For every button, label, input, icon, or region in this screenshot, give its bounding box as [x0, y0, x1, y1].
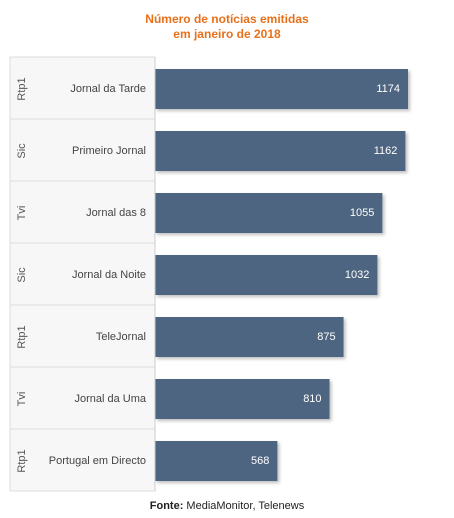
- data-label: 1162: [374, 145, 398, 157]
- data-label: 1055: [350, 207, 374, 219]
- data-label: 810: [303, 393, 321, 405]
- bar: [155, 441, 278, 481]
- bar: [155, 131, 406, 171]
- data-label: 1174: [376, 83, 400, 95]
- program-label: Jornal das 8: [86, 207, 146, 219]
- source-label: Fonte:: [149, 500, 184, 512]
- program-label: Primeiro Jornal: [72, 145, 146, 157]
- program-label: Jornal da Noite: [72, 269, 146, 281]
- data-label: 1032: [345, 269, 369, 281]
- bar: [155, 317, 344, 357]
- channel-label: Rtp1: [16, 325, 28, 348]
- data-label: 568: [251, 455, 269, 467]
- bar: [155, 379, 330, 419]
- channel-label: Rtp1: [16, 77, 28, 100]
- bar: [155, 255, 378, 295]
- program-label: TeleJornal: [96, 331, 146, 343]
- bar: [155, 69, 408, 109]
- data-label: 875: [317, 331, 335, 343]
- channel-label: Sic: [16, 267, 28, 283]
- channel-label: Rtp1: [16, 449, 28, 472]
- channel-label: Tvi: [16, 392, 28, 407]
- category-label-panel: [9, 56, 156, 492]
- chart-title-line-2: em janeiro de 2018: [173, 27, 281, 41]
- program-label: Jornal da Tarde: [70, 83, 146, 95]
- channel-label: Tvi: [16, 206, 28, 221]
- chart-title-line-1: Número de notícias emitidas: [145, 12, 309, 26]
- program-label: Jornal da Uma: [74, 393, 146, 405]
- channel-label: Sic: [16, 143, 28, 159]
- chart-title: Número de notícias emitidas em janeiro d…: [0, 12, 454, 42]
- source-note: Fonte: MediaMonitor, Telenews: [0, 500, 454, 512]
- program-label: Portugal em Directo: [49, 455, 146, 467]
- bar: [155, 193, 383, 233]
- source-text: MediaMonitor, Telenews: [186, 500, 305, 512]
